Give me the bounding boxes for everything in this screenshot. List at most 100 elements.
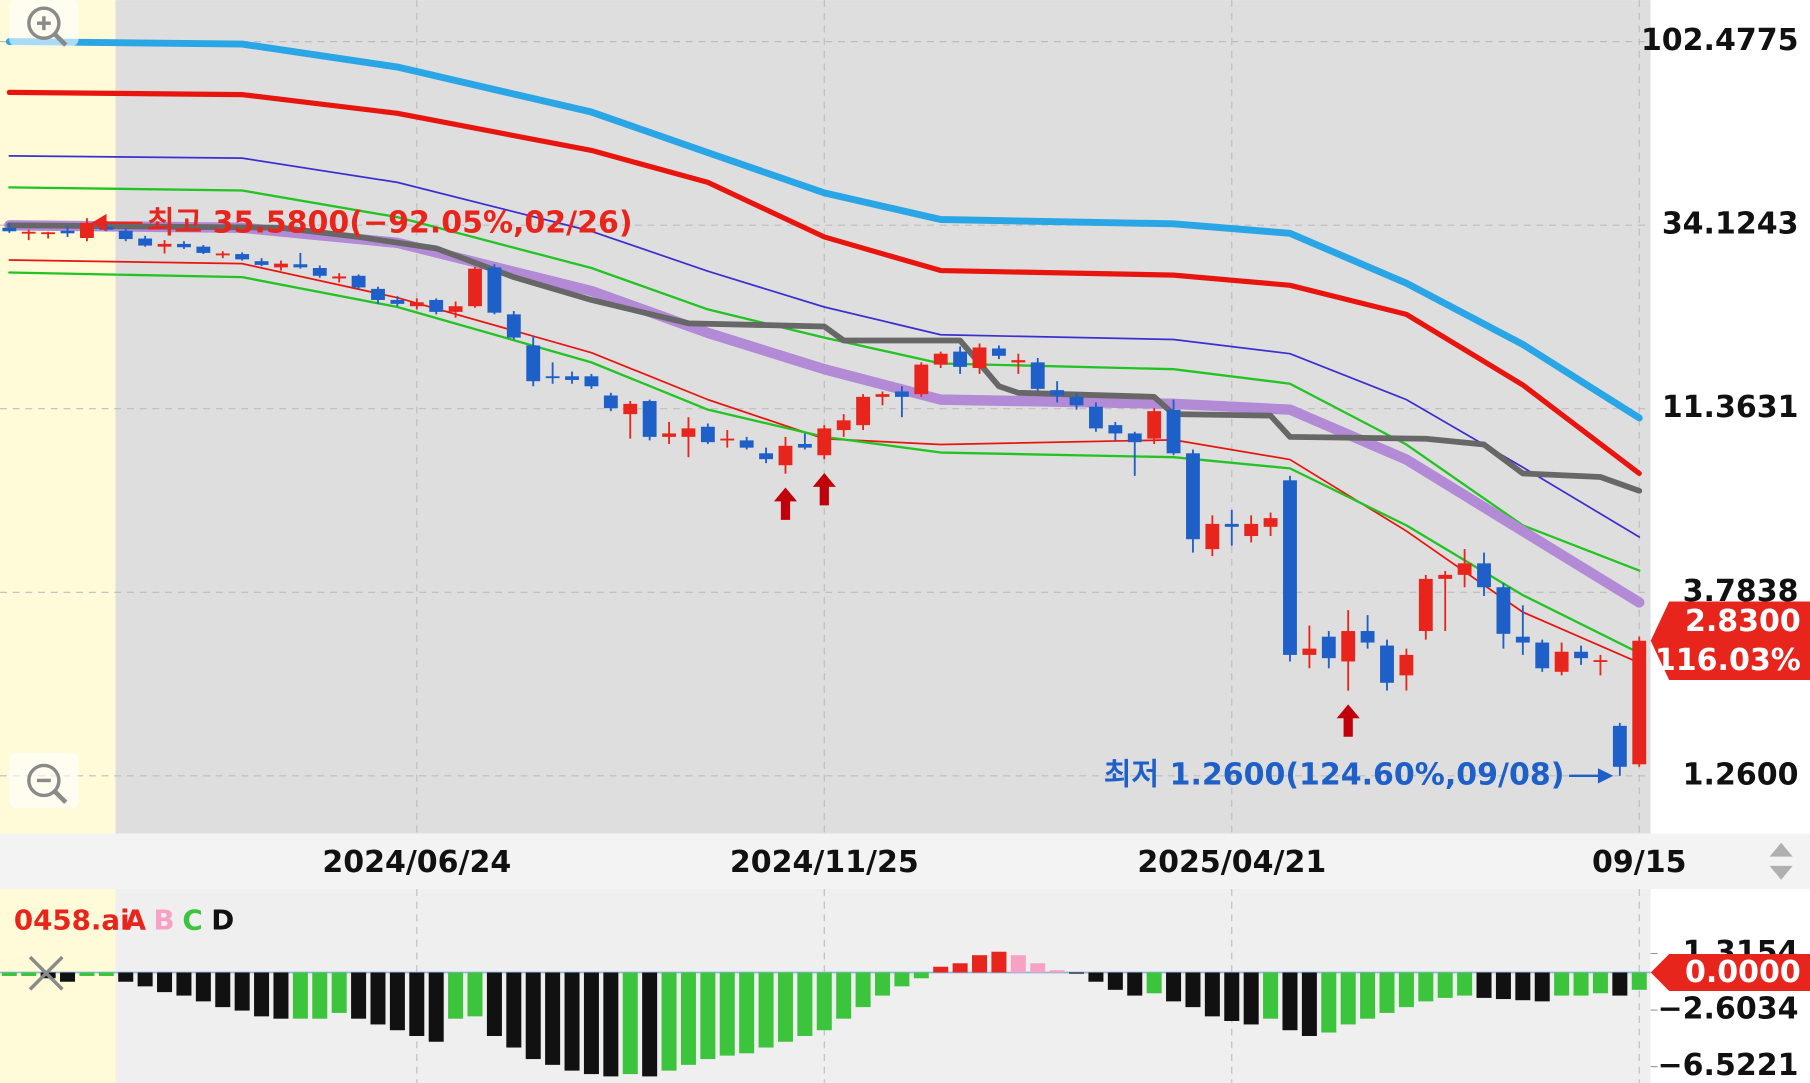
scroll-up[interactable]	[1769, 842, 1793, 857]
zoom-out-handle[interactable]	[52, 789, 68, 805]
candle-body	[157, 243, 172, 247]
candle-body	[681, 428, 696, 437]
x-axis-band	[0, 833, 1810, 889]
candle-body	[584, 376, 599, 387]
candle-body	[41, 232, 56, 235]
candle-body	[759, 453, 773, 460]
candle-body	[1380, 645, 1394, 683]
candle-body	[1186, 453, 1200, 540]
candle-body	[1263, 518, 1278, 527]
overlay-line	[8, 154, 1641, 538]
x-tick-label: 2024/06/24	[322, 845, 511, 880]
indicator-title: 0458.ai	[14, 903, 130, 936]
candle-body	[953, 351, 968, 367]
histogram-bar	[933, 966, 949, 973]
histogram-bar	[583, 972, 599, 1075]
histogram-bar	[215, 972, 231, 1008]
y-tick-label: 102.4775	[1641, 23, 1799, 58]
zoom-in-button[interactable]	[9, 0, 79, 47]
candle-body	[1244, 523, 1259, 537]
candle-body	[836, 420, 851, 431]
legend-entry: A	[125, 903, 147, 936]
histogram-bar	[1301, 972, 1317, 1036]
candle-body	[1477, 563, 1491, 588]
histogram-bar	[351, 972, 367, 1019]
zoom-in-handle[interactable]	[52, 31, 68, 47]
histogram-bar	[680, 972, 696, 1065]
candle-body	[894, 391, 909, 397]
candle-body	[817, 428, 832, 456]
histogram-bar	[1243, 972, 1259, 1025]
candle-body	[1457, 563, 1472, 575]
histogram-bar	[195, 972, 211, 1002]
price-tag-text: 2.8300	[1685, 604, 1801, 639]
price-tag	[1650, 601, 1810, 681]
zoom-out-button[interactable]	[9, 752, 79, 809]
histogram-bar	[312, 972, 328, 1019]
price-tag-text: 0.0000	[1685, 955, 1801, 990]
histogram-bar	[292, 972, 308, 1019]
histogram-bar	[273, 972, 289, 1019]
histogram-bar	[1476, 972, 1492, 998]
histogram-bar	[1398, 972, 1414, 1008]
candle-body	[933, 353, 948, 365]
highlight-region	[0, 0, 116, 834]
candle-body	[1011, 360, 1026, 363]
overlay-line	[8, 186, 1641, 572]
histogram-bar	[98, 972, 114, 976]
histogram-bar	[1360, 972, 1376, 1019]
scroll-arrows[interactable]	[1769, 842, 1793, 880]
histogram-bar	[1340, 972, 1356, 1025]
histogram-bar	[176, 972, 192, 996]
histogram-bar	[409, 972, 425, 1036]
x-tick-label: 2024/11/25	[730, 845, 919, 880]
y-axis-background	[1650, 0, 1810, 834]
candle-body	[1632, 640, 1647, 765]
histogram-bar	[448, 972, 464, 1019]
histogram-bar	[1631, 972, 1647, 990]
x-tick-label: 2025/04/21	[1137, 845, 1326, 880]
candle-body	[1205, 523, 1220, 550]
overlay-line	[5, 38, 1643, 422]
candle-body	[1360, 631, 1375, 643]
histogram-bar	[1534, 972, 1550, 1002]
histogram-bar	[777, 972, 793, 1042]
histogram-bar	[719, 972, 735, 1056]
histogram-bar	[1088, 972, 1104, 982]
close-x-b[interactable]	[28, 955, 64, 991]
candle-body	[797, 443, 812, 448]
candle-body	[1535, 642, 1550, 669]
candle-body	[429, 299, 444, 312]
high-annotation: 최고 35.5800(−92.05%,02/26)	[147, 205, 633, 240]
candle-body	[1127, 433, 1142, 443]
histogram-bar	[874, 972, 890, 996]
candle-body	[1496, 587, 1511, 634]
histogram-bar	[855, 972, 871, 1008]
candle-body	[80, 222, 94, 238]
candle-body	[409, 302, 424, 307]
histogram-bar	[486, 972, 502, 1036]
price-tag-text: 116.03%	[1655, 643, 1801, 678]
histogram-bar	[661, 972, 677, 1071]
main-plot: 최고 35.5800(−92.05%,02/26) 최저 1.2600(124.6…	[0, 0, 1651, 834]
low-marker-arrow	[1569, 768, 1614, 784]
candle-body	[565, 376, 579, 380]
histogram-bar	[545, 972, 561, 1065]
histogram-bar	[758, 972, 774, 1048]
zoom-in-lens[interactable]	[27, 6, 61, 40]
histogram-bar	[952, 963, 968, 973]
candle-body	[1593, 660, 1608, 662]
candle-body	[603, 395, 618, 409]
zoom-out-lens[interactable]	[27, 763, 61, 798]
candle-body	[21, 231, 36, 234]
candle-body	[739, 440, 754, 448]
histogram-bar	[137, 972, 153, 987]
close-indicator-button[interactable]	[28, 955, 64, 991]
histogram-bar	[1418, 972, 1434, 1002]
histogram-bar	[1554, 972, 1570, 996]
histogram-bar	[894, 972, 910, 987]
scroll-down[interactable]	[1769, 865, 1793, 880]
